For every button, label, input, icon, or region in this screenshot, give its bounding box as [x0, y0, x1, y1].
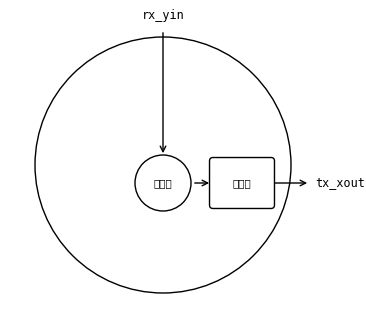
Text: rx_yin: rx_yin [142, 9, 184, 22]
Text: tx_xout: tx_xout [315, 176, 365, 190]
Circle shape [135, 155, 191, 211]
FancyBboxPatch shape [209, 158, 274, 209]
Text: 寄存器: 寄存器 [233, 178, 251, 188]
Text: 开方器: 开方器 [154, 178, 172, 188]
